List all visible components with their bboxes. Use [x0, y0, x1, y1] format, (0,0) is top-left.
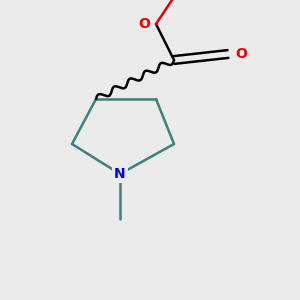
Text: O: O: [236, 47, 247, 61]
Text: N: N: [114, 167, 126, 181]
Text: O: O: [138, 17, 150, 31]
